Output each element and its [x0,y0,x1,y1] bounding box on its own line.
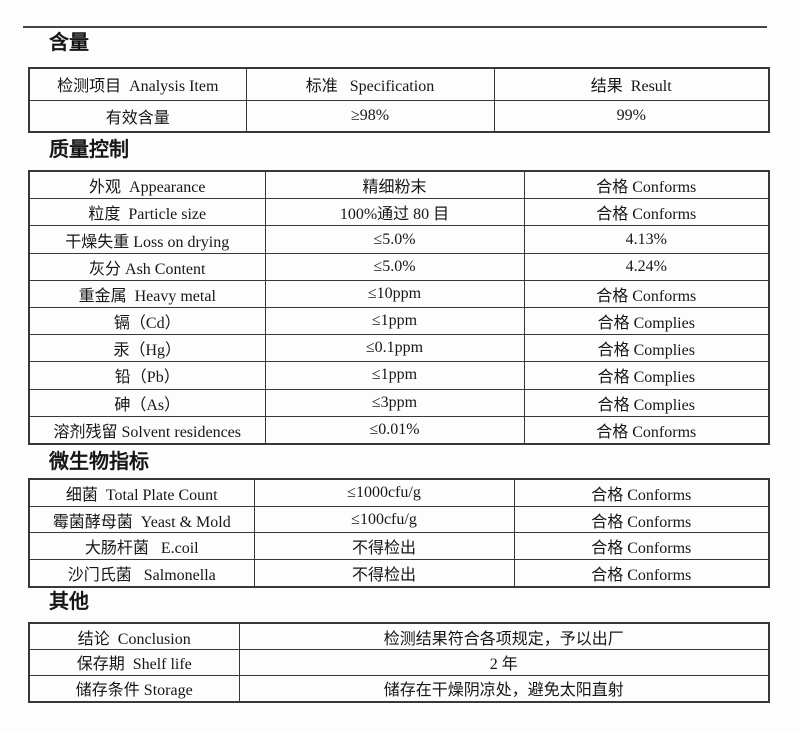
table-row: 汞（Hg） ≤0.1ppm 合格 Complies [28,334,770,363]
table-cell: 外观 Appearance [28,170,266,200]
table-cell: 铅（Pb） [28,361,266,390]
table-cell: 不得检出 [253,532,515,561]
table-row: 细菌 Total Plate Count ≤1000cfu/g 合格 Conform… [28,478,770,507]
section-heading-microbiological: 微生物指标 [49,451,149,473]
table-cell: 100%通过 80 目 [264,198,525,227]
table-cell: ≤10ppm [264,279,525,308]
table-row: 砷（As） ≤3ppm 合格 Complies [28,388,770,417]
table-cell: 灰分 Ash Content [28,252,266,281]
table-cell: 储存条件 Storage [28,674,240,703]
table-cell: 溶剂残留 Solvent residences [28,415,266,445]
table-cell: 合格 Conforms [523,170,770,200]
table-cell: 有效含量 [28,99,247,133]
table-cell: 合格 Conforms [523,415,770,445]
table-cell: 合格 Conforms [513,532,770,561]
table-cell: 合格 Complies [523,388,770,417]
table-row: 镉（Cd） ≤1ppm 合格 Complies [28,306,770,336]
table-row: 结论 Conclusion 检测结果符合各项规定，予以出厂 [28,622,770,650]
table-cell: 合格 Conforms [523,279,770,308]
other-table: 结论 Conclusion 检测结果符合各项规定，予以出厂 保存期 Shelf li… [28,622,770,703]
table-row: 沙门氏菌 Salmonella 不得检出 合格 Conforms [28,559,770,588]
table-cell: 保存期 Shelf life [28,649,240,676]
table-row: 干燥失重 Loss on drying ≤5.0% 4.13% [28,225,770,254]
table-cell: 检测项目 Analysis Item [28,67,247,101]
table-cell: 合格 Conforms [513,505,770,534]
table-cell: 砷（As） [28,388,266,417]
table-row: 霉菌酵母菌 Yeast & Mold ≤100cfu/g 合格 Conforms [28,505,770,534]
table-row: 有效含量 ≥98% 99% [28,99,770,133]
table-cell: 合格 Complies [523,361,770,390]
table-row: 铅（Pb） ≤1ppm 合格 Complies [28,361,770,390]
table-cell: ≤3ppm [264,388,525,417]
table-cell: 标准 Specification [245,67,495,101]
table-cell: 沙门氏菌 Salmonella [28,559,255,588]
table-cell: 检测结果符合各项规定，予以出厂 [238,622,770,650]
table-cell: ≥98% [245,99,495,133]
table-row: 外观 Appearance 精细粉末 合格 Conforms [28,170,770,200]
table-row: 保存期 Shelf life 2 年 [28,649,770,676]
table-row: 储存条件 Storage 储存在干燥阴凉处，避免太阳直射 [28,674,770,703]
table-cell: ≤5.0% [264,252,525,281]
table-row: 重金属 Heavy metal ≤10ppm 合格 Conforms [28,279,770,308]
table-cell: ≤1ppm [264,306,525,336]
table-row: 溶剂残留 Solvent residences ≤0.01% 合格 Conforms [28,415,770,445]
table-cell: 99% [493,99,770,133]
top-divider [23,26,767,28]
section-heading-content: 含量 [49,32,89,54]
table-cell: 霉菌酵母菌 Yeast & Mold [28,505,255,534]
table-cell: 干燥失重 Loss on drying [28,225,266,254]
table-cell: 合格 Conforms [523,198,770,227]
table-row: 大肠杆菌 E.coil 不得检出 合格 Conforms [28,532,770,561]
table-cell: 粒度 Particle size [28,198,266,227]
table-cell: ≤5.0% [264,225,525,254]
table-cell: 结果 Result [493,67,770,101]
table-cell: 合格 Conforms [513,478,770,507]
table-cell: 细菌 Total Plate Count [28,478,255,507]
table-cell: ≤1ppm [264,361,525,390]
table-cell: 2 年 [238,649,770,676]
microbiological-table: 细菌 Total Plate Count ≤1000cfu/g 合格 Conform… [28,478,770,588]
table-cell: 不得检出 [253,559,515,588]
table-row: 粒度 Particle size 100%通过 80 目合格 Conforms [28,198,770,227]
table-row: 检测项目 Analysis Item 标准 Specification 结果 Res… [28,67,770,101]
table-cell: ≤1000cfu/g [253,478,515,507]
content-table: 检测项目 Analysis Item 标准 Specification 结果 Res… [28,67,770,133]
quality-control-table: 外观 Appearance 精细粉末 合格 Conforms 粒度 Particle … [28,170,770,445]
table-cell: 合格 Complies [523,306,770,336]
table-cell: 合格 Complies [523,334,770,363]
table-cell: 重金属 Heavy metal [28,279,266,308]
table-cell: 镉（Cd） [28,306,266,336]
table-cell: 储存在干燥阴凉处，避免太阳直射 [238,674,770,703]
table-cell: 4.24% [523,252,770,281]
section-heading-other: 其他 [49,591,89,613]
table-cell: ≤0.01% [264,415,525,445]
table-cell: ≤100cfu/g [253,505,515,534]
table-cell: 汞（Hg） [28,334,266,363]
section-heading-quality-control: 质量控制 [49,139,129,161]
table-cell: 精细粉末 [264,170,525,200]
table-cell: ≤0.1ppm [264,334,525,363]
table-row: 灰分 Ash Content ≤5.0% 4.24% [28,252,770,281]
table-cell: 4.13% [523,225,770,254]
table-cell: 大肠杆菌 E.coil [28,532,255,561]
table-cell: 合格 Conforms [513,559,770,588]
table-cell: 结论 Conclusion [28,622,240,650]
